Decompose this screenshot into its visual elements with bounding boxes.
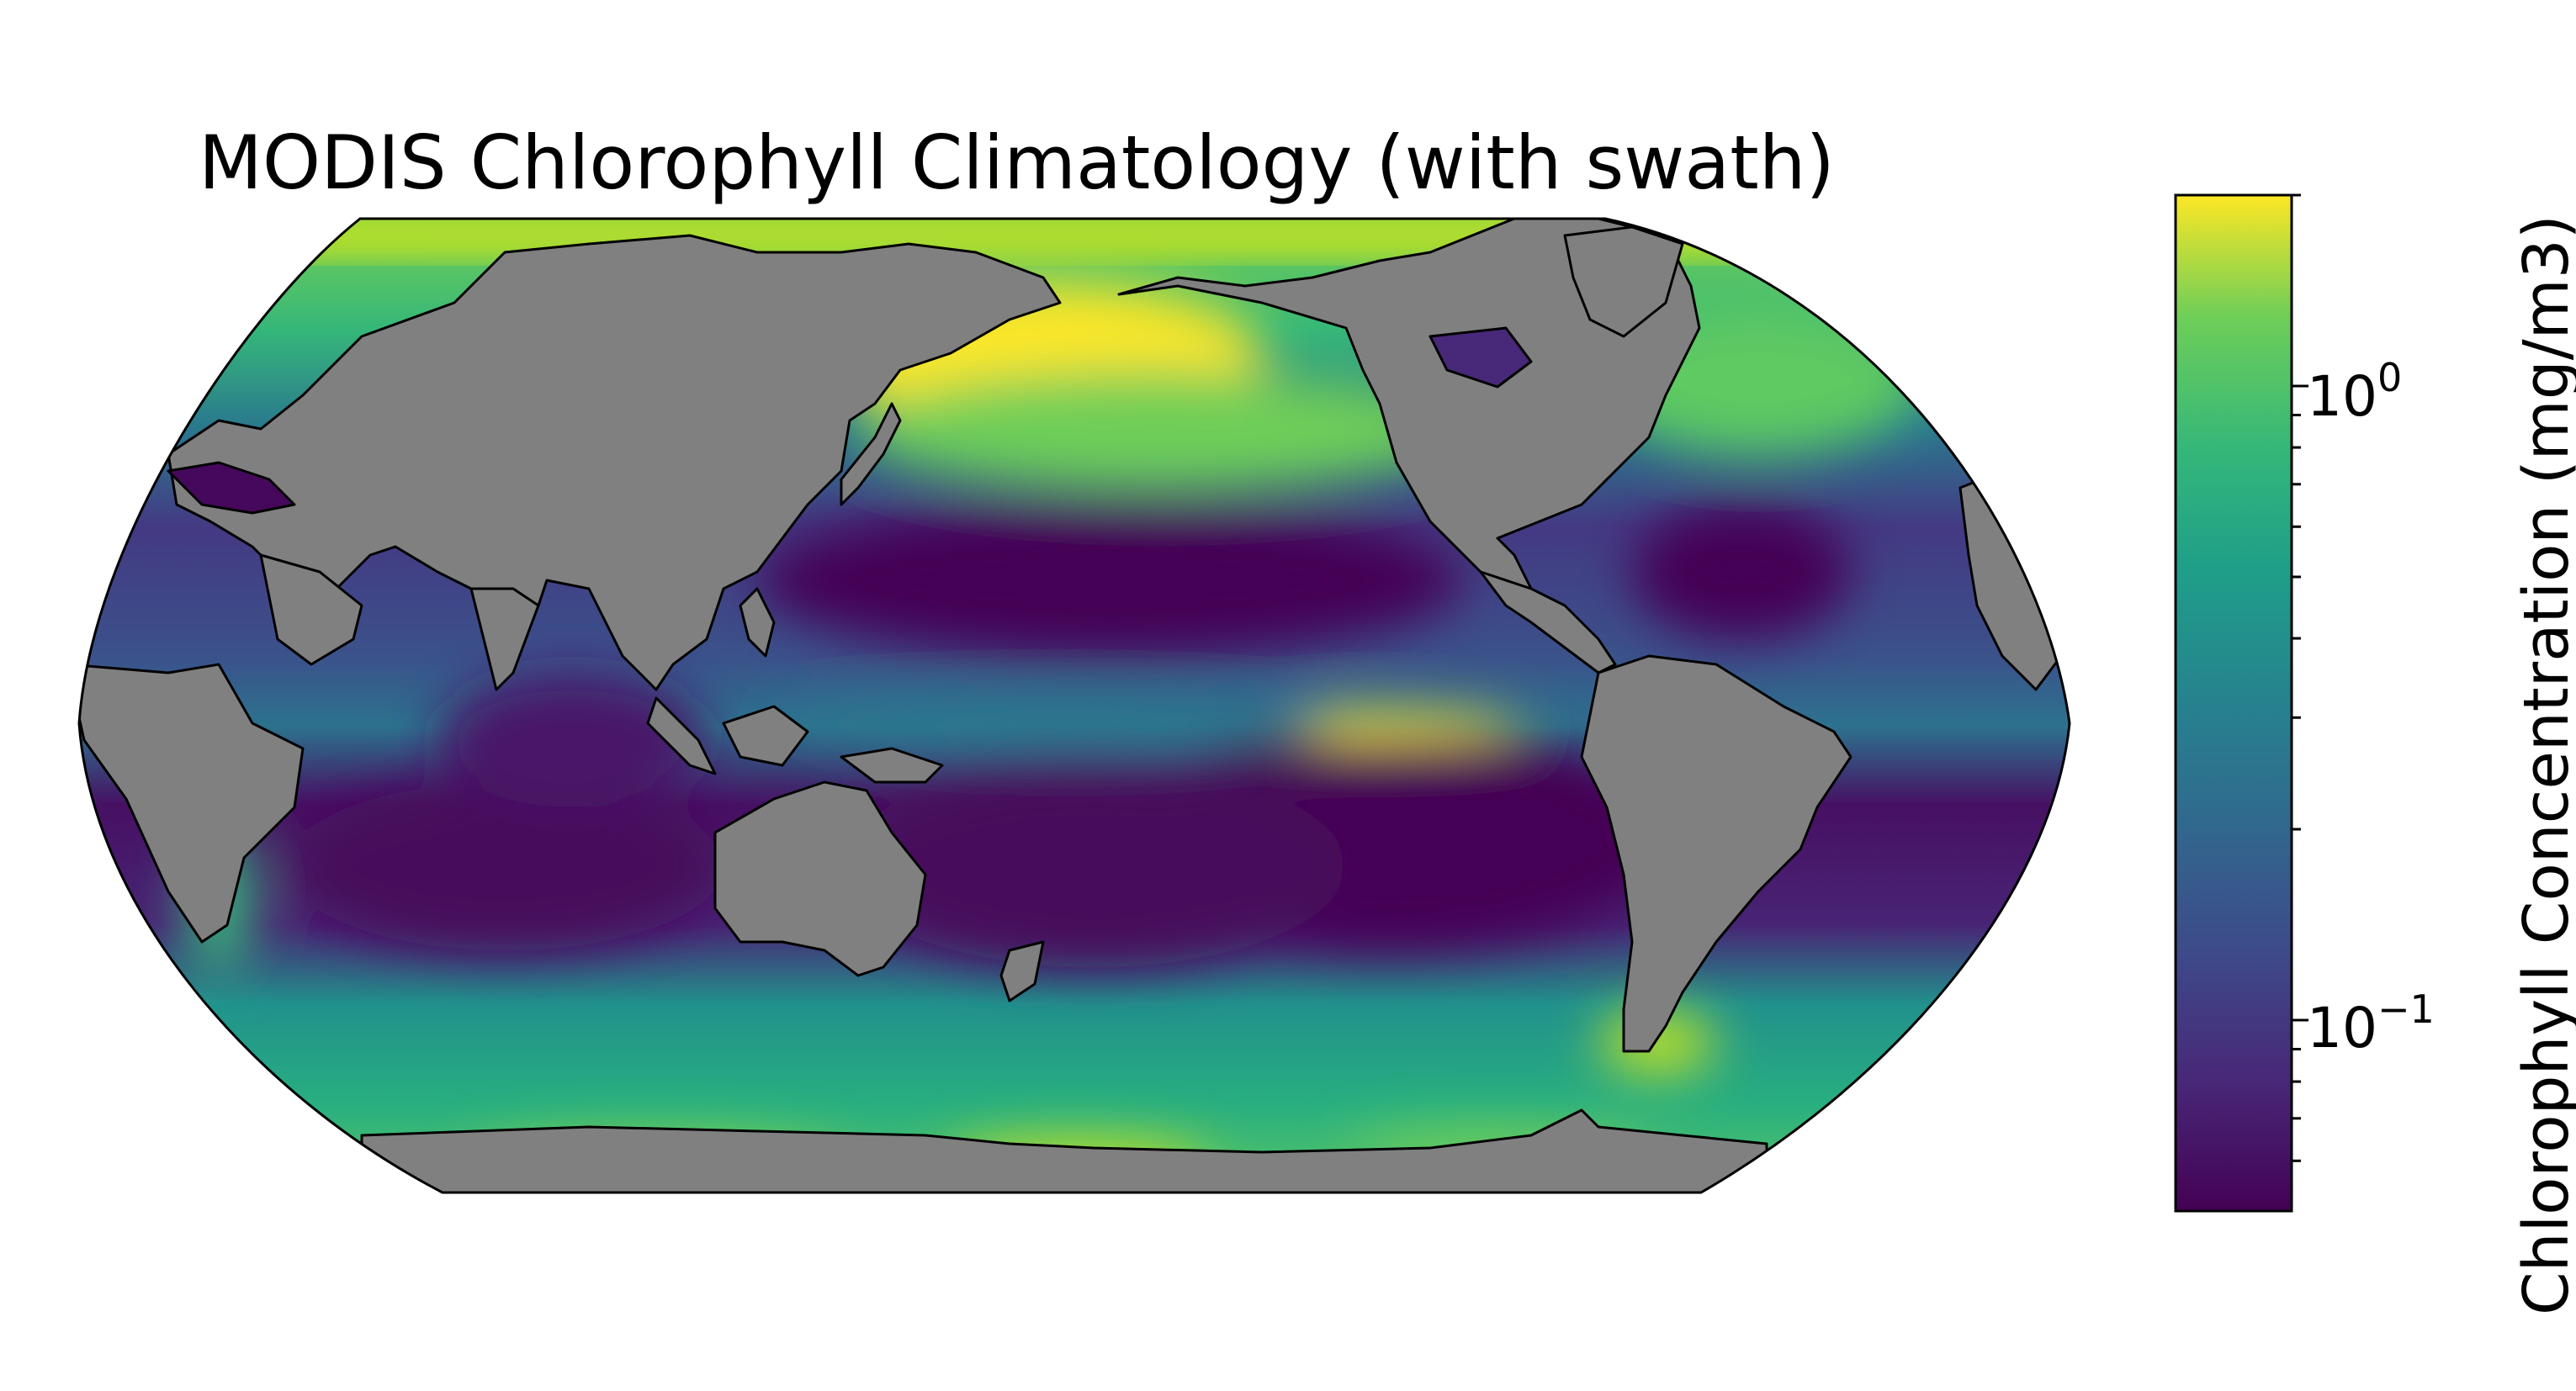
new-guinea bbox=[840, 747, 944, 784]
india bbox=[469, 587, 540, 691]
sumatra bbox=[646, 696, 717, 775]
colorbar-label: Chlorophyll Concentration (mg/m3) bbox=[2510, 214, 2576, 1315]
south-america bbox=[1580, 654, 1852, 1053]
colorbar-tick-label-1e0: 100 bbox=[2307, 355, 2403, 429]
arabia bbox=[259, 553, 363, 666]
borneo bbox=[722, 705, 809, 767]
greenland bbox=[1563, 225, 1684, 338]
central-america bbox=[1479, 570, 1617, 674]
colorbar-gradient bbox=[2174, 193, 2293, 1213]
new-zealand bbox=[999, 940, 1045, 1002]
africa bbox=[79, 663, 305, 944]
australia bbox=[713, 780, 927, 977]
philippines bbox=[739, 587, 776, 658]
japan bbox=[840, 402, 902, 506]
colorbar bbox=[2174, 193, 2308, 1213]
map-title: MODIS Chlorophyll Climatology (with swat… bbox=[199, 119, 1835, 206]
colorbar-tick-label-1e-1: 10−1 bbox=[2307, 986, 2435, 1060]
north-america bbox=[1117, 219, 1701, 607]
colorbar-ticks bbox=[2292, 193, 2308, 1162]
eurasia bbox=[167, 234, 1062, 691]
